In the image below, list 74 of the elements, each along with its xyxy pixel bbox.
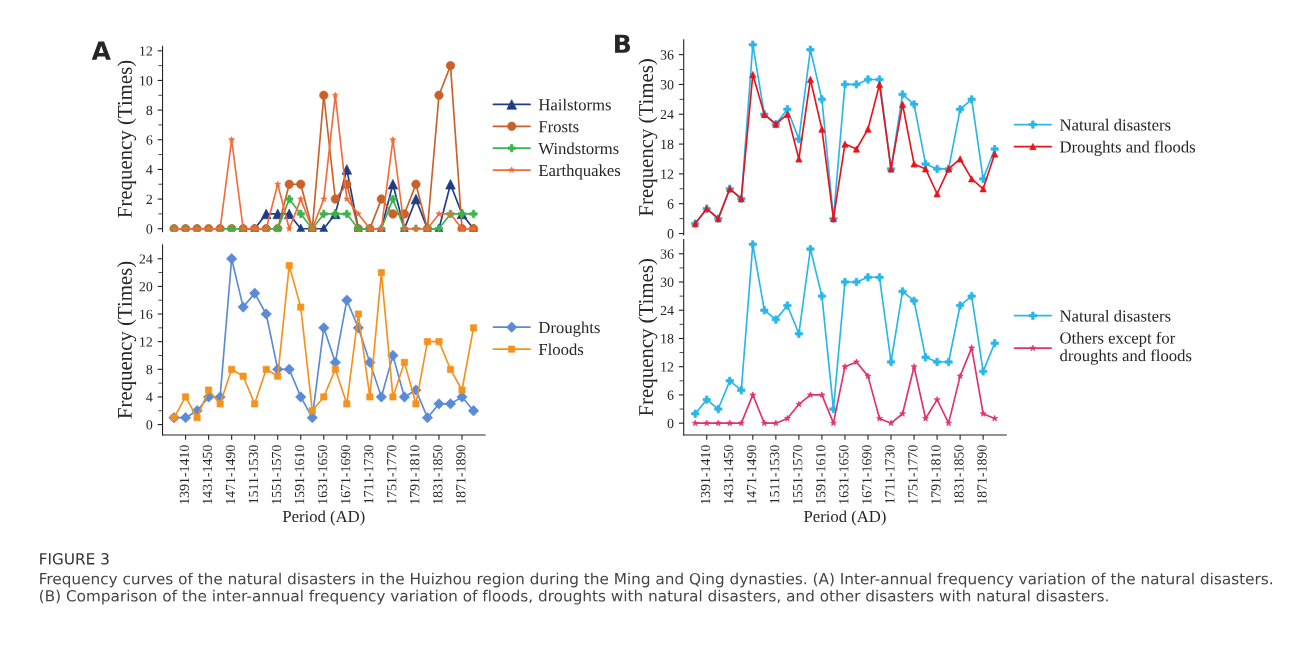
- x-axis-title: Period (AD): [804, 510, 886, 526]
- y-axis-title: Frequency (Times): [117, 60, 137, 218]
- y-tick-label: 36: [660, 50, 674, 60]
- x-tick-label: 1791-1810: [931, 445, 941, 504]
- legend-label: Windstorms: [538, 142, 619, 155]
- x-tick-label: 1391-1410: [179, 445, 190, 504]
- y-tick-label: 4: [146, 165, 153, 175]
- x-tick-label: 1551-1570: [271, 445, 282, 504]
- x-tick-label: 1511-1530: [769, 445, 780, 504]
- y-tick-label: 4: [146, 392, 153, 402]
- legend-label: Hailstorms: [538, 98, 611, 111]
- caption: FIGURE 3: [40, 553, 109, 565]
- y-tick-label: 12: [661, 362, 674, 372]
- y-tick-label: 12: [661, 169, 674, 179]
- y-tick-label: 12: [140, 46, 153, 56]
- x-tick-label: 1671-1690: [862, 445, 872, 504]
- y-tick-label: 16: [140, 309, 153, 319]
- x-tick-label: 1631-1650: [839, 445, 849, 504]
- text: A: [91, 41, 111, 60]
- y-tick-label: 6: [667, 390, 674, 400]
- x-tick-label: 1871-1890: [977, 445, 987, 504]
- y-tick-label: 8: [146, 364, 153, 375]
- y-tick-label: 6: [667, 199, 674, 209]
- x-tick-label: 1431-1450: [723, 445, 734, 504]
- y-tick-label: 36: [660, 249, 674, 259]
- x-tick-label: 1751-1770: [908, 445, 918, 504]
- x-tick-label: 1471-1490: [225, 445, 236, 504]
- y-tick-label: 24: [139, 254, 153, 264]
- legend-label: Droughts: [538, 321, 600, 337]
- x-tick-label: 1711-1730: [363, 445, 374, 504]
- y-tick-label: 18: [661, 139, 674, 150]
- x-tick-label: 1551-1570: [792, 445, 803, 504]
- x-tick-label: 1711-1730: [885, 445, 895, 504]
- legend-label: Others except for droughts and floods: [1060, 331, 1192, 365]
- y-tick-label: 30: [660, 277, 674, 287]
- y-tick-label: 24: [660, 305, 674, 316]
- x-tick-label: 1391-1410: [700, 445, 711, 504]
- x-tick-label: 1831-1850: [954, 445, 964, 504]
- x-tick-label: 1431-1450: [202, 445, 213, 504]
- legend-label: Natural disasters: [1060, 309, 1171, 322]
- x-tick-label: 1471-1490: [746, 445, 757, 504]
- x-tick-label: 1751-1770: [387, 445, 397, 504]
- x-tick-label: 1511-1530: [248, 445, 259, 504]
- legend-label: Floods: [538, 343, 584, 356]
- y-tick-label: 12: [140, 337, 153, 347]
- x-tick-label: 1831-1850: [433, 445, 443, 504]
- y-axis-title: Frequency (Times): [117, 261, 137, 419]
- y-tick-label: 8: [146, 105, 153, 116]
- x-tick-label: 1591-1610: [294, 445, 305, 504]
- y-tick-label: 0: [146, 420, 153, 430]
- y-axis-title: Frequency (Times): [638, 59, 658, 216]
- x-tick-label: 1871-1890: [456, 445, 466, 504]
- y-tick-label: 0: [146, 224, 153, 234]
- y-tick-label: 6: [146, 135, 153, 145]
- legend-label: Natural disasters: [1060, 118, 1171, 131]
- legend-label: Frosts: [538, 121, 579, 133]
- y-tick-label: 24: [660, 109, 674, 120]
- text: Frequency curves of the natural disasters in the Huizhou region during the Ming and Qing dynasties. (A) Inter-annual frequency variation of the natural disasters. (B) Comparison of the inter-annual frequency variation of floods, droughts with natural disasters, and other disasters with natural disasters.: [40, 572, 1272, 605]
- x-axis-title: Period (AD): [282, 510, 365, 526]
- y-tick-label: 0: [667, 229, 674, 239]
- y-tick-label: 10: [140, 76, 153, 86]
- text: B: [615, 34, 631, 53]
- y-tick-label: 0: [667, 418, 674, 429]
- x-tick-label: 1591-1610: [816, 445, 826, 504]
- y-axis-title: Frequency (Times): [638, 259, 658, 416]
- x-tick-label: 1671-1690: [340, 445, 351, 504]
- y-tick-label: 20: [139, 281, 153, 292]
- y-tick-label: 18: [661, 334, 674, 344]
- y-tick-label: 2: [146, 194, 153, 204]
- x-tick-label: 1631-1650: [317, 445, 328, 504]
- y-tick-label: 30: [660, 80, 674, 90]
- x-tick-label: 1791-1810: [410, 445, 420, 504]
- legend-label: Droughts and floods: [1060, 140, 1196, 156]
- legend-label: Earthquakes: [538, 164, 621, 180]
